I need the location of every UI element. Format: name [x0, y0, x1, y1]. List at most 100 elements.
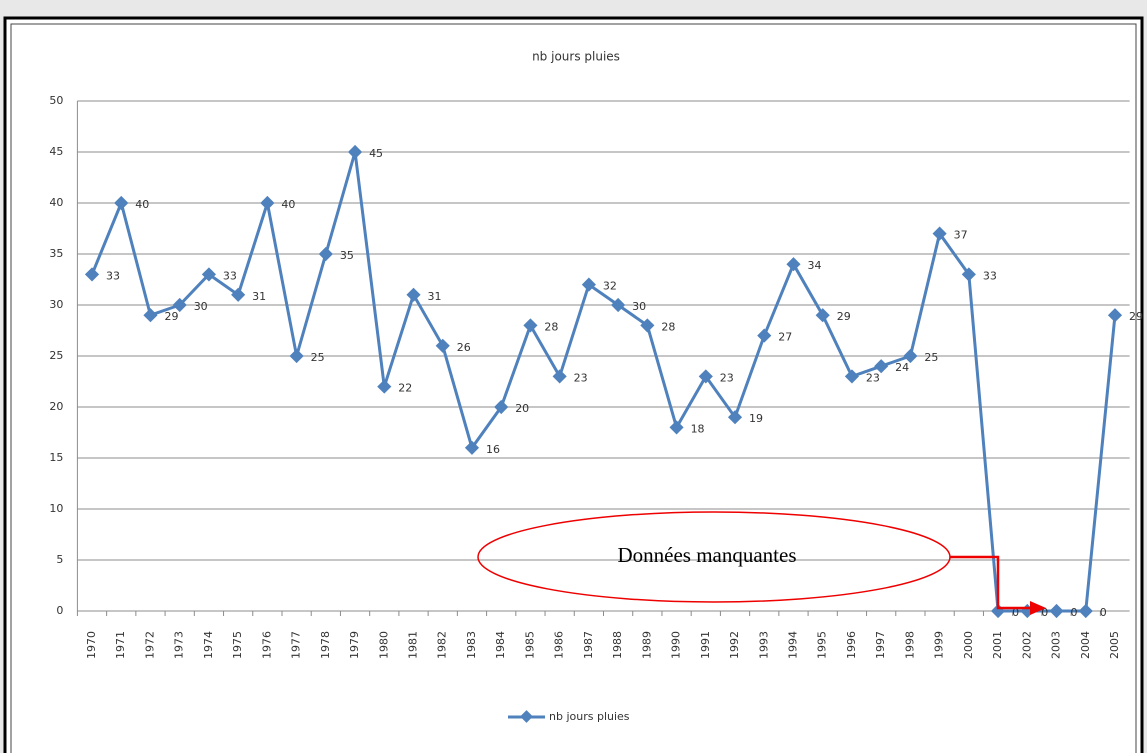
- y-tick-label: 50: [49, 94, 63, 107]
- x-tick-label: 1976: [260, 631, 273, 659]
- x-tick-label: 2001: [991, 631, 1004, 659]
- data-label: 23: [720, 371, 734, 384]
- marker: [581, 277, 596, 292]
- x-tick-label: 1994: [786, 631, 799, 659]
- x-tick-label: 1982: [436, 631, 449, 659]
- data-label: 23: [574, 371, 588, 384]
- marker: [961, 267, 976, 282]
- x-tick-label: 1981: [407, 631, 420, 659]
- data-label: 18: [691, 422, 705, 435]
- data-label: 40: [281, 198, 295, 211]
- legend-label: nb jours pluies: [549, 710, 630, 723]
- marker: [874, 359, 889, 374]
- x-tick-label: 1977: [290, 631, 303, 659]
- marker: [289, 348, 304, 364]
- marker: [757, 328, 772, 343]
- y-tick-label: 30: [49, 298, 63, 311]
- x-tick-label: 2004: [1079, 631, 1092, 659]
- data-label: 0: [1012, 606, 1019, 619]
- data-label: 23: [866, 371, 880, 384]
- annotation-connector: [950, 555, 1032, 610]
- marker: [406, 287, 421, 302]
- inner-frame: [10, 23, 1137, 753]
- marker: [231, 287, 246, 302]
- marker: [84, 267, 100, 282]
- y-tick-label: 40: [49, 196, 63, 209]
- data-label: 31: [252, 290, 266, 303]
- marker: [1049, 603, 1064, 619]
- marker: [698, 369, 713, 384]
- x-tick-label: 1980: [377, 631, 390, 659]
- data-label: 33: [983, 269, 997, 282]
- data-label: 30: [632, 300, 646, 313]
- x-tick-label: 1989: [640, 631, 653, 659]
- x-tick-label: 1985: [523, 631, 536, 659]
- y-tick-label: 0: [56, 604, 63, 617]
- marker: [435, 338, 450, 353]
- marker: [464, 440, 480, 455]
- marker: [172, 297, 187, 313]
- x-tick-label: 1979: [348, 631, 361, 659]
- x-tick-label: 1974: [202, 631, 215, 659]
- data-label: 0: [1041, 606, 1048, 619]
- x-tick-label: 1990: [670, 631, 683, 659]
- x-tick-label: 2000: [962, 631, 975, 659]
- marker: [260, 195, 275, 211]
- data-label: 0: [1100, 606, 1107, 619]
- x-tick-label: 1970: [85, 631, 98, 659]
- x-tick-label: 1988: [611, 631, 624, 659]
- frame: [3, 16, 1144, 753]
- x-tick-label: 1991: [699, 631, 712, 659]
- data-label: 0: [1071, 606, 1078, 619]
- marker: [143, 308, 158, 323]
- data-label: 16: [486, 443, 500, 456]
- x-tick-label: 1992: [728, 631, 741, 659]
- x-tick-label: 1998: [903, 631, 916, 659]
- data-label: 19: [749, 412, 763, 425]
- marker: [494, 399, 509, 415]
- data-label: 33: [106, 269, 120, 282]
- data-label: 37: [954, 229, 968, 242]
- data-label: 30: [194, 300, 208, 313]
- chart-title: nb jours pluies: [532, 50, 620, 64]
- x-tick-label: 1975: [231, 631, 244, 659]
- y-tick-label: 35: [49, 247, 63, 260]
- y-tick-label: 25: [49, 349, 63, 362]
- data-label: 27: [778, 331, 792, 344]
- x-tick-label: 1983: [465, 631, 478, 659]
- series-line: [90, 151, 1117, 613]
- y-tick-label: 15: [49, 451, 63, 464]
- x-tick-label: 1986: [553, 631, 566, 659]
- x-tick-label: 2002: [1020, 631, 1033, 659]
- marker: [611, 297, 626, 313]
- x-tick-label: 1973: [173, 631, 186, 659]
- annotation-arrowhead: [1030, 601, 1046, 615]
- y-tick-label: 20: [49, 400, 63, 413]
- data-label: 34: [807, 259, 821, 272]
- x-tick-label: 1999: [933, 631, 946, 659]
- data-label: 26: [457, 341, 471, 354]
- data-label: 29: [837, 310, 851, 323]
- data-label: 45: [369, 147, 383, 160]
- data-label: 29: [164, 310, 178, 323]
- data-label: 29: [1129, 310, 1143, 323]
- marker: [318, 246, 333, 262]
- marker: [727, 410, 743, 425]
- data-label: 35: [340, 249, 354, 262]
- marker: [523, 318, 538, 333]
- marker: [815, 308, 830, 323]
- marker: [377, 379, 392, 394]
- marker: [1107, 308, 1123, 323]
- data-label: 28: [661, 320, 675, 333]
- x-tick-label: 1995: [816, 631, 829, 659]
- data-label: 25: [311, 351, 325, 364]
- marker: [640, 318, 655, 333]
- data-label: 31: [428, 290, 442, 303]
- marker: [903, 348, 918, 364]
- x-tick-label: 1993: [757, 631, 770, 659]
- x-tick-label: 1984: [494, 631, 507, 659]
- annotation: Données manquantes: [617, 543, 796, 567]
- x-tick-label: 1997: [874, 631, 887, 659]
- marker: [347, 144, 363, 160]
